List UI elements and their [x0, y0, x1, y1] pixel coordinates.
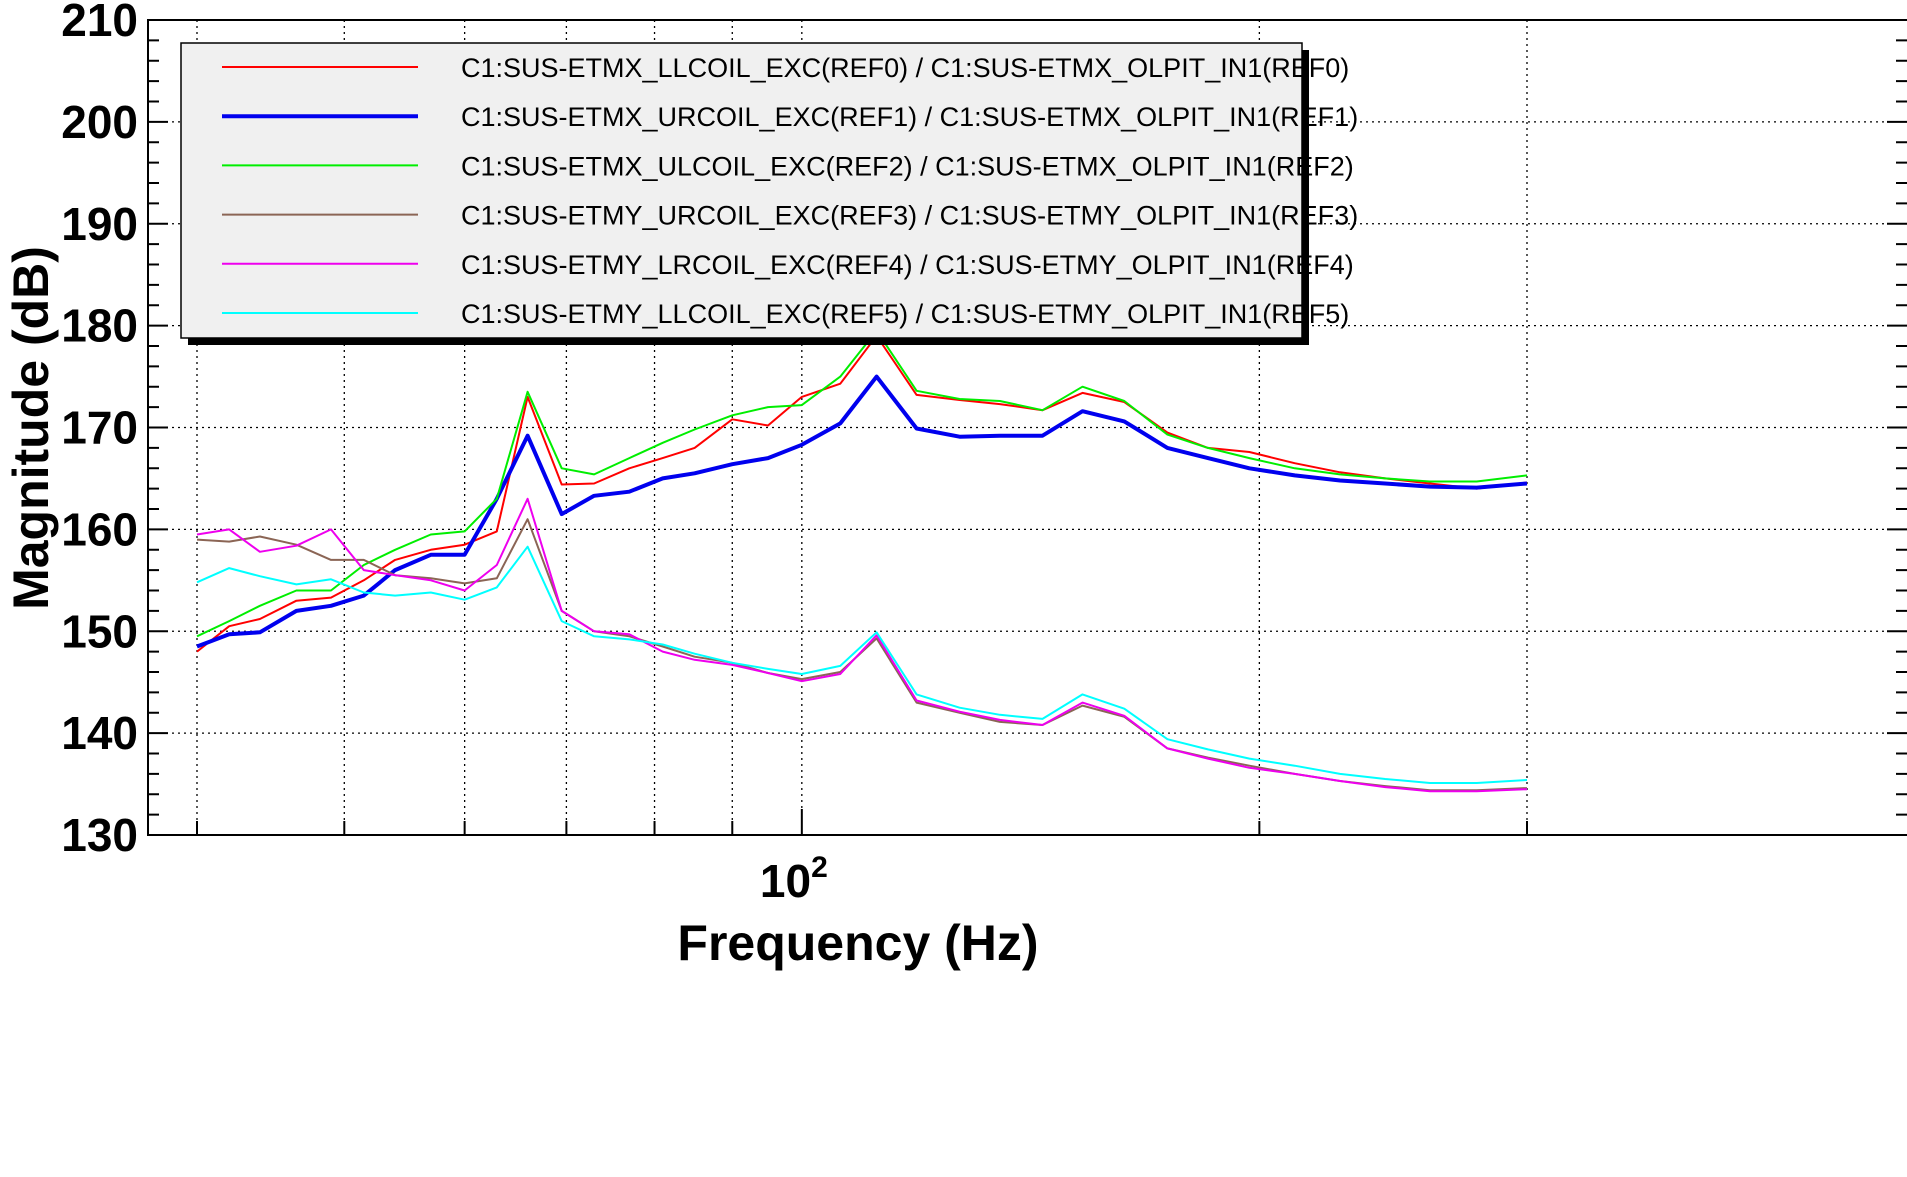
y-tick-label: 200 [61, 96, 138, 148]
y-tick-label: 140 [61, 707, 138, 759]
series-line-4 [196, 497, 1528, 793]
legend-label-1: C1:SUS-ETMX_URCOIL_EXC(REF1) / C1:SUS-ET… [461, 102, 1358, 132]
series-line-1 [196, 374, 1528, 649]
series-line-5 [196, 545, 1528, 784]
y-tick-label: 150 [61, 605, 138, 657]
y-tick-label: 190 [61, 198, 138, 250]
plot-frame [147, 19, 1907, 836]
legend: C1:SUS-ETMX_LLCOIL_EXC(REF0) / C1:SUS-ET… [180, 42, 1358, 345]
series-lines [196, 329, 1528, 793]
grid [148, 20, 1907, 835]
legend-label-4: C1:SUS-ETMY_LRCOIL_EXC(REF4) / C1:SUS-ET… [461, 250, 1354, 280]
legend-label-2: C1:SUS-ETMX_ULCOIL_EXC(REF2) / C1:SUS-ET… [461, 151, 1354, 181]
x-axis-title: Frequency (Hz) [677, 915, 1038, 971]
y-tick-label: 210 [61, 0, 138, 46]
y-tick-label: 170 [61, 402, 138, 454]
legend-label-0: C1:SUS-ETMX_LLCOIL_EXC(REF0) / C1:SUS-ET… [461, 53, 1349, 83]
y-tick-label: 180 [61, 300, 138, 352]
y-axis-title: Magnitude (dB) [3, 246, 59, 610]
x-tick-exponent: 2 [811, 851, 828, 884]
y-tick-label: 130 [61, 809, 138, 861]
series-line-0 [196, 334, 1528, 653]
y-tick-labels: 130 140 150 160 170 180 190 200 210 [61, 0, 138, 861]
series-line-2 [196, 329, 1528, 638]
legend-entries: C1:SUS-ETMX_LLCOIL_EXC(REF0) / C1:SUS-ET… [222, 53, 1358, 329]
x-tick-label-major: 102 [760, 851, 828, 907]
legend-label-3: C1:SUS-ETMY_URCOIL_EXC(REF3) / C1:SUS-ET… [461, 201, 1358, 231]
series-line-3 [196, 518, 1528, 792]
y-tick-label: 160 [61, 503, 138, 555]
legend-box [180, 42, 1303, 339]
legend-label-5: C1:SUS-ETMY_LLCOIL_EXC(REF5) / C1:SUS-ET… [461, 299, 1349, 329]
